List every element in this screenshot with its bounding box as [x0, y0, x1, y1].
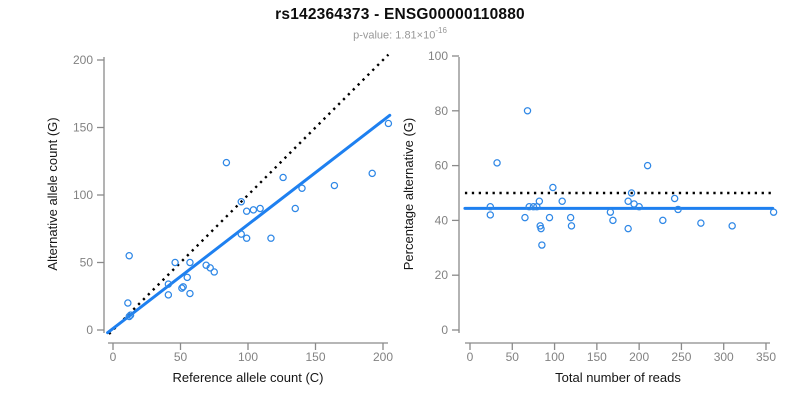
data-point	[529, 202, 538, 211]
data-point	[525, 202, 533, 211]
x-tick-label: 100	[545, 350, 565, 364]
data-point	[183, 273, 191, 282]
y-tick-label: 60	[435, 159, 449, 173]
y-tick-label: 80	[435, 104, 449, 118]
data-point	[670, 194, 679, 203]
data-point	[298, 184, 306, 192]
data-point	[769, 208, 778, 216]
y-axis-title: Alternative allele count (G)	[45, 117, 60, 270]
data-point	[206, 264, 214, 272]
identity-line	[108, 53, 390, 335]
data-point	[242, 234, 251, 242]
data-point	[330, 181, 339, 190]
data-point	[291, 204, 299, 213]
data-point	[126, 311, 135, 319]
data-point	[549, 183, 557, 192]
y-tick-label: 50	[80, 256, 94, 270]
y-tick-label: 100	[428, 49, 448, 63]
data-point	[256, 204, 264, 213]
figure-title: rs142364373 - ENSG00000110880	[275, 6, 525, 23]
regression-line	[106, 113, 392, 335]
data-point	[222, 158, 231, 167]
data-point	[624, 197, 632, 205]
data-point	[237, 230, 245, 238]
data-point	[624, 224, 632, 233]
data-point	[210, 268, 218, 276]
x-tick-label: 100	[238, 350, 258, 364]
data-point	[545, 213, 554, 222]
right-plot: 0 20 40 60 80 100 0 50 100 150 200 250 300 350 Total n…	[401, 49, 778, 385]
y-tick-label: 0	[86, 323, 93, 337]
data-point	[537, 224, 545, 233]
data-point	[125, 312, 133, 321]
data-point	[558, 197, 566, 205]
data-point	[635, 202, 643, 211]
data-point	[124, 299, 132, 307]
data-point	[267, 234, 275, 242]
data-point	[179, 283, 187, 291]
data-point	[486, 202, 495, 211]
data-point	[249, 206, 258, 214]
x-axis-title: Total number of reads	[555, 370, 681, 385]
data-point	[486, 211, 495, 219]
data-point	[164, 291, 173, 299]
data-point	[523, 107, 532, 115]
x-axis-title: Reference allele count (C)	[172, 370, 323, 385]
data-point	[186, 289, 194, 298]
data-point	[606, 208, 615, 216]
x-tick-label: 200	[629, 350, 649, 364]
x-tick-label: 50	[174, 350, 188, 364]
data-point	[566, 213, 575, 222]
x-tick-label: 0	[110, 350, 117, 364]
data-point	[368, 169, 376, 178]
data-point	[178, 284, 186, 292]
p-value-exponent: -16	[435, 26, 447, 35]
data-point	[186, 258, 194, 267]
y-axis-title: Percentage alternative (G)	[401, 118, 416, 270]
data-point	[164, 280, 173, 288]
data-point	[643, 161, 652, 170]
data-point	[627, 189, 636, 197]
p-value-text: p-value: 1.81×10	[353, 29, 436, 42]
data-point	[609, 216, 617, 225]
y-tick-label: 150	[73, 121, 93, 135]
y-tick-label: 40	[435, 213, 449, 227]
x-tick-label: 350	[756, 350, 776, 364]
data-point	[521, 213, 529, 222]
left-plot: 0 50 100 150 200 0 50 100 150 200 Reference allele…	[45, 53, 393, 385]
data-point	[242, 207, 251, 215]
data-point	[728, 222, 736, 230]
x-tick-label: 150	[587, 350, 607, 364]
figure-subtitle: p-value: 1.81×10-16	[0, 26, 800, 42]
data-point	[125, 252, 133, 260]
data-point	[697, 219, 705, 227]
data-point	[279, 173, 287, 182]
data-point	[538, 241, 546, 249]
data-point	[567, 222, 576, 230]
y-tick-label: 200	[73, 53, 93, 67]
x-tick-label: 150	[305, 350, 325, 364]
data-point	[674, 205, 682, 214]
data-point	[659, 216, 667, 225]
y-tick-label: 20	[435, 268, 449, 282]
data-point	[535, 197, 544, 205]
y-tick-label: 0	[441, 323, 448, 337]
data-point	[493, 159, 501, 167]
y-tick-label: 100	[73, 188, 93, 202]
x-tick-label: 300	[714, 350, 734, 364]
x-tick-label: 200	[373, 350, 393, 364]
x-tick-label: 50	[506, 350, 520, 364]
data-point	[237, 198, 245, 206]
data-point	[384, 119, 393, 128]
data-point	[171, 258, 179, 267]
x-tick-label: 0	[467, 350, 474, 364]
x-tick-label: 250	[671, 350, 691, 364]
